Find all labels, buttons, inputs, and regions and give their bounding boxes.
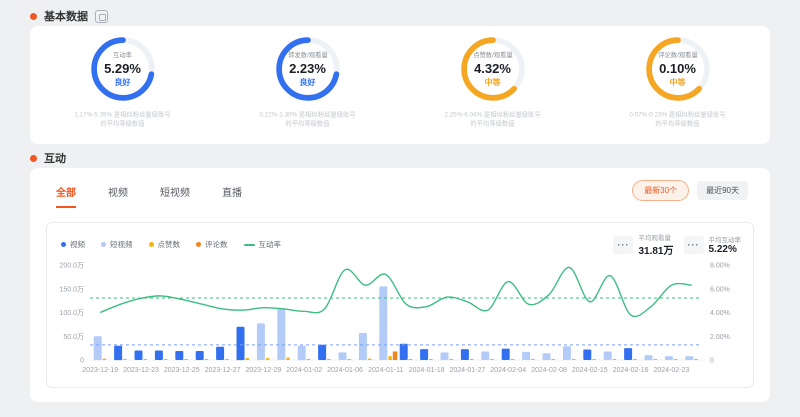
ellipsis-icon[interactable]: ···: [613, 235, 634, 254]
legend-likes[interactable]: 点赞数: [148, 239, 180, 250]
gauge-caption: 2.25%-6.04% 是相似粉丝量级账号 的平均等级数值: [444, 111, 541, 128]
interaction-trend-chart[interactable]: 200.0万 150.0万 100.0万 50.0万 0 8.00% 6.00% 4.00% 2…: [50, 261, 750, 383]
gauge-label: 点赞数/观看量: [472, 52, 513, 59]
svg-text:0: 0: [80, 358, 84, 365]
legend-dot-icon: [101, 242, 106, 247]
gauge-label: 互动率: [113, 52, 132, 59]
svg-text:2023-12-19: 2023-12-19: [82, 367, 118, 374]
chart-legend: 视频 短视频 点赞数 评论数 互动率: [61, 239, 281, 250]
avg-rate-stat: ··· 平均互动率 5.22%: [683, 232, 742, 257]
gauge-status-badge: 良好: [114, 78, 131, 87]
ellipsis-icon[interactable]: ···: [683, 235, 704, 254]
section-bullet-icon: [30, 154, 37, 162]
gauge-value: 0.10%: [659, 61, 696, 76]
chart-panel: 视频 短视频 点赞数 评论数 互动率: [46, 222, 754, 388]
tab-video[interactable]: 视频: [108, 188, 128, 199]
svg-text:6.00%: 6.00%: [710, 286, 730, 293]
gauge-arc: [275, 37, 340, 101]
gauge-arc: [90, 37, 155, 101]
last-90-days-button[interactable]: 最近90天: [697, 181, 748, 200]
avg-views-stat: ··· 平均观看量 31.81万: [613, 232, 674, 257]
svg-text:2023-12-23: 2023-12-23: [123, 367, 159, 374]
svg-text:2024-01-18: 2024-01-18: [409, 367, 445, 374]
avg-views-label: 平均观看量: [638, 235, 671, 242]
gauge-value: 5.29%: [104, 61, 141, 76]
svg-text:2024-02-15: 2024-02-15: [572, 367, 608, 374]
gauge-status-badge: 中等: [484, 78, 501, 87]
gauge-arc: [460, 37, 525, 101]
legend-line-icon: [243, 243, 255, 246]
gauge-status-badge: 良好: [299, 78, 316, 87]
svg-text:0: 0: [710, 358, 714, 365]
svg-text:2024-02-16: 2024-02-16: [613, 367, 649, 374]
svg-text:2024-01-27: 2024-01-27: [449, 367, 485, 374]
interaction-section-header: 互动: [30, 150, 66, 166]
gauge-caption: 0.22%-1.30% 是相似粉丝量级账号 的平均等级数值: [259, 111, 356, 128]
svg-text:2024-02-04: 2024-02-04: [490, 367, 526, 374]
gauge-status-badge: 中等: [669, 78, 686, 87]
interaction-card: 全部 视频 短视频 直播 最新30个 最近90天 视频 短视频 点赞数: [30, 168, 770, 402]
latest-30-button[interactable]: 最新30个: [632, 180, 690, 201]
legend-video[interactable]: 视频: [61, 239, 85, 250]
gauge-value: 4.32%: [474, 61, 511, 76]
gauge-value: 2.23%: [289, 61, 326, 76]
gauge-like-rate: 点赞数/观看量 4.32% 中等 2.25%-6.04% 是相似粉丝量级账号 的平…: [400, 26, 585, 144]
svg-text:2024-01-06: 2024-01-06: [327, 367, 363, 374]
basic-section-header: 基本数据: [30, 8, 108, 24]
svg-text:8.00%: 8.00%: [710, 263, 730, 270]
tabs: 全部 视频 短视频 直播: [56, 184, 242, 208]
tab-short-video[interactable]: 短视频: [160, 188, 190, 199]
svg-text:2024-01-11: 2024-01-11: [368, 367, 403, 374]
svg-text:2023-12-27: 2023-12-27: [205, 367, 241, 374]
legend-interaction-rate[interactable]: 互动率: [243, 239, 281, 250]
legend-dot-icon: [148, 242, 154, 247]
svg-text:2023-12-25: 2023-12-25: [164, 367, 200, 374]
legend-dot-icon: [61, 242, 66, 247]
copy-icon[interactable]: [95, 9, 108, 23]
section-bullet-icon: [30, 12, 37, 20]
basic-data-card: 互动率 5.29% 良好 1.17%-5.35% 是相似粉丝量级账号 的平均等级数…: [30, 26, 770, 144]
tab-all[interactable]: 全部: [56, 184, 76, 208]
gauge-comment-rate: 评论数/观看量 0.10% 中等 0.07%-0.23% 是相似粉丝量级账号 的平…: [585, 26, 770, 144]
svg-text:100.0万: 100.0万: [59, 309, 84, 317]
svg-text:2024-01-02: 2024-01-02: [286, 367, 322, 374]
basic-section-title: 基本数据: [44, 11, 88, 23]
gauge-label: 转发数/观看量: [287, 52, 328, 59]
legend-comments[interactable]: 评论数: [196, 239, 228, 250]
tab-live[interactable]: 直播: [222, 188, 242, 199]
avg-rate-value: 5.22%: [708, 244, 737, 255]
gauge-interaction-rate: 互动率 5.29% 良好 1.17%-5.35% 是相似粉丝量级账号 的平均等级数…: [30, 26, 215, 144]
gauge-label: 评论数/观看量: [657, 52, 698, 59]
svg-text:50.0万: 50.0万: [63, 333, 84, 341]
gauge-share-rate: 转发数/观看量 2.23% 良好 0.22%-1.30% 是相似粉丝量级账号 的平…: [215, 26, 400, 144]
interaction-section-title: 互动: [44, 153, 66, 165]
svg-text:2.00%: 2.00%: [710, 334, 730, 341]
svg-text:2024-02-23: 2024-02-23: [653, 367, 689, 374]
gauge-arc: [645, 37, 710, 101]
avg-rate-label: 平均互动率: [708, 237, 742, 244]
svg-text:200.0万: 200.0万: [59, 262, 84, 270]
svg-text:4.00%: 4.00%: [710, 310, 730, 317]
legend-short-video[interactable]: 短视频: [101, 239, 133, 250]
svg-text:2024-02-08: 2024-02-08: [531, 367, 567, 374]
avg-views-value: 31.81万: [638, 246, 674, 257]
gauge-caption: 1.17%-5.35% 是相似粉丝量级账号 的平均等级数值: [74, 111, 171, 128]
svg-text:2023-12-29: 2023-12-29: [245, 367, 281, 374]
legend-dot-icon: [196, 242, 201, 247]
svg-text:150.0万: 150.0万: [59, 285, 84, 293]
gauge-caption: 0.07%-0.23% 是相似粉丝量级账号 的平均等级数值: [629, 111, 726, 128]
